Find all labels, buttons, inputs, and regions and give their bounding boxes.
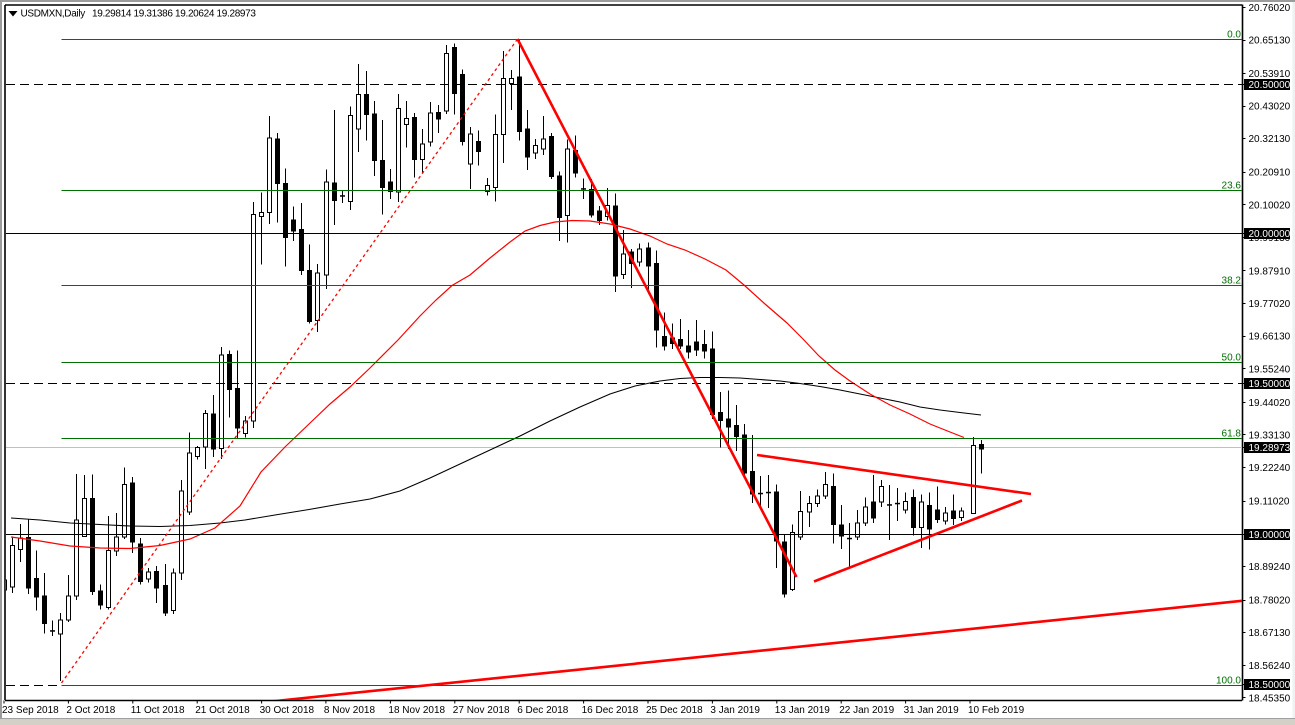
svg-text:13 Jan 2019: 13 Jan 2019	[775, 705, 830, 716]
svg-text:27 Nov 2018: 27 Nov 2018	[453, 705, 510, 716]
svg-text:19.00000: 19.00000	[1249, 530, 1291, 541]
svg-text:20.43020: 20.43020	[1249, 102, 1291, 113]
svg-text:30 Oct 2018: 30 Oct 2018	[260, 705, 315, 716]
svg-text:18.89240: 18.89240	[1249, 562, 1291, 573]
svg-text:20.20910: 20.20910	[1249, 168, 1291, 179]
svg-text:18.45350: 18.45350	[1249, 693, 1291, 704]
svg-text:18.78020: 18.78020	[1249, 596, 1291, 607]
svg-text:19.33130: 19.33130	[1249, 431, 1291, 442]
svg-text:19.44020: 19.44020	[1249, 398, 1291, 409]
svg-text:22 Jan 2019: 22 Jan 2019	[839, 705, 894, 716]
svg-text:19.55240: 19.55240	[1249, 364, 1291, 375]
svg-text:20.65130: 20.65130	[1249, 36, 1291, 47]
svg-text:19.11020: 19.11020	[1249, 497, 1290, 508]
svg-text:100.0: 100.0	[1216, 676, 1241, 687]
svg-text:20.53910: 20.53910	[1249, 69, 1291, 80]
svg-text:61.8: 61.8	[1222, 429, 1242, 440]
svg-text:23 Sep 2018: 23 Sep 2018	[2, 705, 59, 716]
svg-text:20.32130: 20.32130	[1249, 134, 1291, 145]
svg-text:10 Feb 2019: 10 Feb 2019	[968, 705, 1025, 716]
svg-text:0.0: 0.0	[1227, 30, 1241, 41]
svg-text:16 Dec 2018: 16 Dec 2018	[582, 705, 639, 716]
svg-text:19.28973: 19.28973	[1249, 443, 1291, 454]
svg-text:8 Nov 2018: 8 Nov 2018	[324, 705, 376, 716]
svg-text:11 Oct 2018: 11 Oct 2018	[131, 705, 185, 716]
svg-text:31 Jan 2019: 31 Jan 2019	[904, 705, 959, 716]
svg-text:50.0: 50.0	[1222, 353, 1242, 364]
svg-text:19.66130: 19.66130	[1249, 332, 1291, 343]
svg-text:38.2: 38.2	[1222, 276, 1242, 287]
svg-text:19.87910: 19.87910	[1249, 267, 1291, 278]
svg-text:6 Dec 2018: 6 Dec 2018	[517, 705, 569, 716]
svg-text:18.67130: 18.67130	[1249, 628, 1291, 639]
svg-text:25 Dec 2018: 25 Dec 2018	[646, 705, 703, 716]
svg-text:3 Jan 2019: 3 Jan 2019	[710, 705, 760, 716]
svg-text:18.50000: 18.50000	[1249, 680, 1291, 691]
svg-text:18.56240: 18.56240	[1249, 661, 1291, 672]
svg-text:18 Nov 2018: 18 Nov 2018	[388, 705, 445, 716]
svg-text:2 Oct 2018: 2 Oct 2018	[66, 705, 115, 716]
svg-text:19.77020: 19.77020	[1249, 299, 1291, 310]
svg-text:20.00000: 20.00000	[1249, 229, 1291, 240]
svg-text:19.50000: 19.50000	[1249, 379, 1291, 390]
svg-text:20.50000: 20.50000	[1249, 80, 1291, 91]
svg-text:21 Oct 2018: 21 Oct 2018	[195, 705, 250, 716]
svg-text:USDMXN,Daily 19.29814 19.3138: USDMXN,Daily 19.29814 19.31386 19.20624 …	[21, 9, 257, 20]
svg-text:20.10020: 20.10020	[1249, 200, 1291, 211]
svg-text:23.6: 23.6	[1222, 181, 1242, 192]
svg-text:19.22240: 19.22240	[1249, 463, 1291, 474]
svg-text:20.76020: 20.76020	[1249, 3, 1291, 14]
